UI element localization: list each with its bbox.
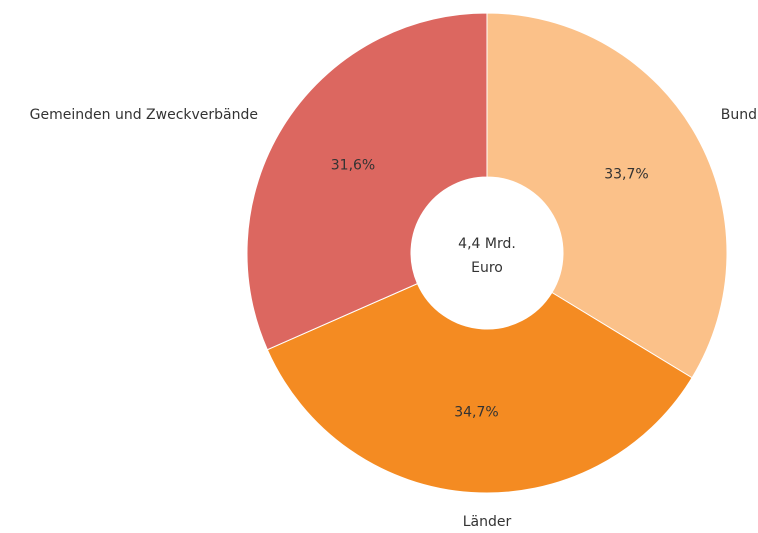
category-label: Bund bbox=[721, 107, 757, 123]
center-label: Euro bbox=[471, 260, 503, 276]
slice bbox=[486, 12, 728, 379]
value-label: 33,7% bbox=[604, 167, 648, 183]
category-label: Gemeinden und Zweckverbände bbox=[30, 107, 258, 123]
center-label: 4,4 Mrd. bbox=[458, 236, 516, 252]
value-label: 34,7% bbox=[454, 405, 498, 421]
category-label: Länder bbox=[463, 514, 512, 530]
slice bbox=[266, 282, 693, 494]
slice bbox=[246, 12, 488, 351]
slices bbox=[246, 12, 728, 494]
value-label: 31,6% bbox=[331, 158, 375, 174]
